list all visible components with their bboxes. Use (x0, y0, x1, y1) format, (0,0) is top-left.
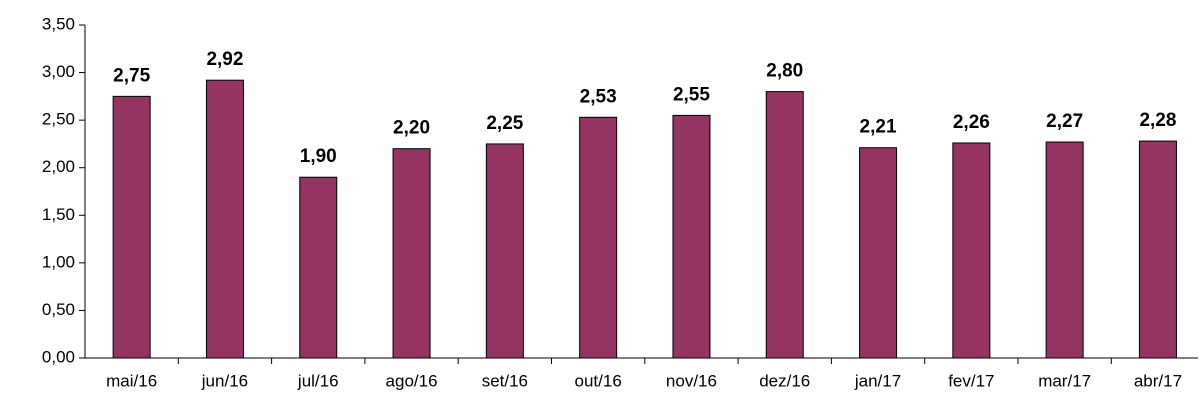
bar (1045, 141, 1084, 359)
bar (859, 147, 898, 359)
value-label: 2,28 (1139, 110, 1176, 131)
y-tick-label: 3,50 (42, 14, 75, 33)
x-tick-label: fev/17 (948, 371, 994, 390)
bar (392, 148, 431, 359)
value-label: 2,21 (860, 117, 897, 138)
y-tick-label: 1,00 (42, 252, 75, 271)
x-tick-label: ago/16 (386, 371, 438, 390)
bar (299, 176, 338, 359)
value-label: 1,90 (300, 146, 337, 167)
x-tick-label: mai/16 (106, 371, 157, 390)
value-label: 2,75 (113, 65, 150, 86)
x-tick-label: jan/17 (854, 371, 901, 390)
bar (205, 79, 244, 359)
bar (765, 91, 804, 359)
value-label: 2,26 (953, 112, 990, 133)
bar (579, 116, 618, 359)
value-label: 2,55 (673, 84, 710, 105)
x-tick-label: jul/16 (297, 371, 339, 390)
y-tick-label: 1,50 (42, 205, 75, 224)
y-tick-label: 0,50 (42, 300, 75, 319)
y-tick-label: 3,00 (42, 62, 75, 81)
x-tick-label: nov/16 (666, 371, 717, 390)
value-label: 2,92 (206, 49, 243, 70)
value-label: 2,27 (1046, 111, 1083, 132)
x-tick-label: abr/17 (1134, 371, 1182, 390)
bar (1138, 140, 1177, 359)
x-tick-label: mar/17 (1038, 371, 1091, 390)
bar (952, 142, 991, 359)
value-label: 2,80 (766, 61, 803, 82)
x-tick-label: out/16 (575, 371, 622, 390)
x-tick-label: set/16 (482, 371, 528, 390)
value-label: 2,53 (580, 86, 617, 107)
bar (112, 95, 151, 359)
y-tick-label: 2,50 (42, 110, 75, 129)
y-tick-label: 2,00 (42, 157, 75, 176)
value-label: 2,25 (486, 113, 523, 134)
value-label: 2,20 (393, 118, 430, 139)
bar (672, 114, 711, 359)
bar (485, 143, 524, 359)
x-tick-label: jun/16 (201, 371, 248, 390)
y-tick-label: 0,00 (42, 347, 75, 366)
x-tick-label: dez/16 (759, 371, 810, 390)
